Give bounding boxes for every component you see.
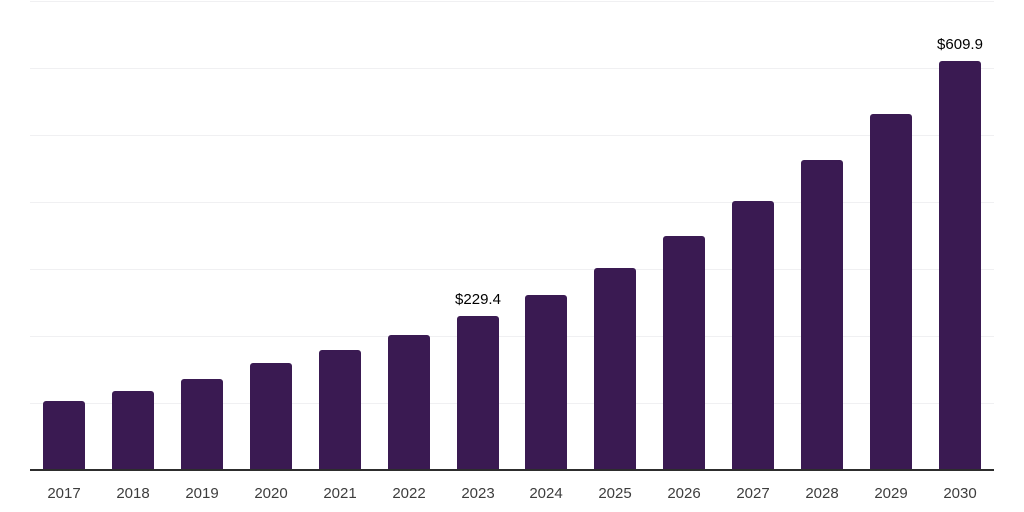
bar-2028 [801,160,843,470]
bar-2018 [112,391,154,470]
bar-2021 [319,350,361,470]
x-tick-label-2023: 2023 [461,485,495,502]
x-tick-label-2018: 2018 [116,485,150,502]
bar-2029 [870,114,912,470]
x-tick-label-2020: 2020 [254,485,288,502]
bar-2019 [181,379,223,470]
gridline [30,269,994,270]
bar-2023 [457,316,499,470]
x-tick-label-2024: 2024 [529,485,563,502]
bar-2017 [43,401,85,470]
gridline [30,1,994,2]
bar-2026 [663,236,705,470]
bar-2027 [732,201,774,470]
x-tick-label-2019: 2019 [185,485,219,502]
bar-value-label-2030: $609.9 [937,36,983,53]
bar-2024 [525,295,567,470]
bar-2022 [388,335,430,470]
bar-2020 [250,363,292,470]
x-tick-label-2017: 2017 [47,485,81,502]
x-tick-label-2021: 2021 [323,485,357,502]
gridline [30,403,994,404]
gridline [30,202,994,203]
x-tick-label-2022: 2022 [392,485,426,502]
x-tick-label-2025: 2025 [598,485,632,502]
x-tick-label-2026: 2026 [667,485,701,502]
bar-2030 [939,61,981,470]
bar-2025 [594,268,636,470]
x-tick-label-2027: 2027 [736,485,770,502]
x-tick-label-2029: 2029 [874,485,908,502]
x-tick-label-2030: 2030 [943,485,977,502]
bar-value-label-2023: $229.4 [455,291,501,308]
x-axis-line [30,469,994,471]
gridline [30,68,994,69]
gridline [30,135,994,136]
x-tick-label-2028: 2028 [805,485,839,502]
gridline [30,336,994,337]
